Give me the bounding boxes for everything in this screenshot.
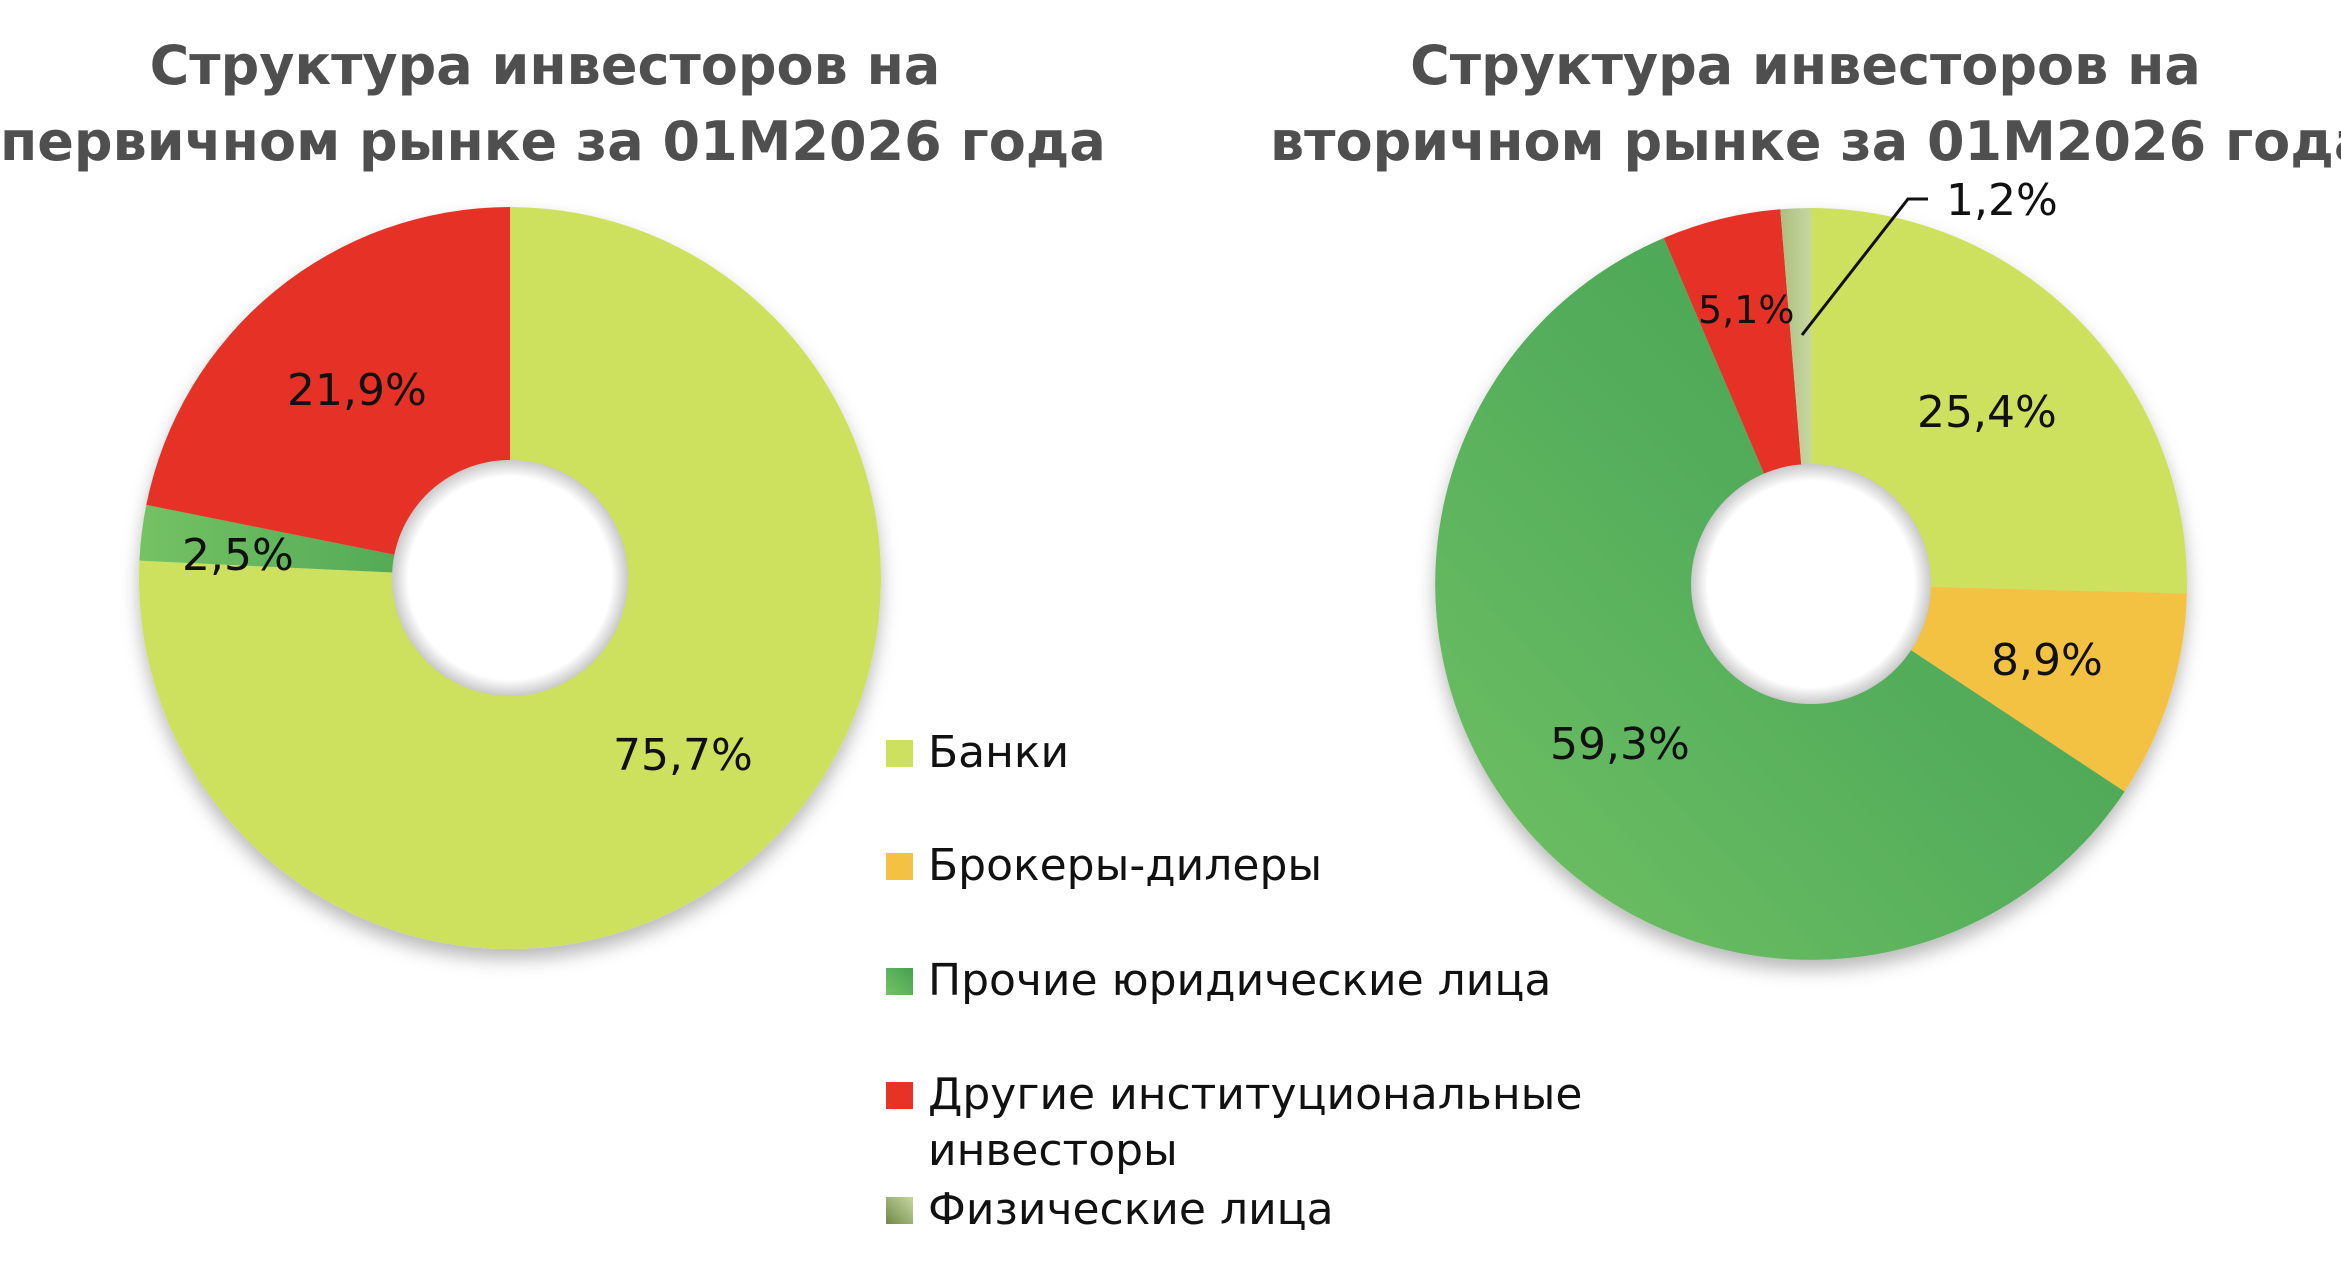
right-label-banks: 25,4% xyxy=(1917,387,2057,438)
left-title-line-2: первичном рынке за 01М2026 года xyxy=(0,110,1106,173)
legend-swatch-other-legal-icon xyxy=(886,968,913,995)
legend-swatch-brokers-icon xyxy=(886,853,913,880)
left-title-line-1: Структура инвесторов на xyxy=(149,34,941,97)
left-label-other-institutional: 21,9% xyxy=(287,365,427,416)
left-label-other-legal: 2,5% xyxy=(182,530,294,581)
legend-label-brokers: Брокеры-дилеры xyxy=(928,840,1323,891)
right-chart-title: Структура инвесторов на вторичном рынке … xyxy=(1270,28,2341,180)
legend-label-other-legal: Прочие юридические лица xyxy=(928,955,1552,1006)
right-slice-banks xyxy=(1811,208,2188,594)
legend-label-banks: Банки xyxy=(928,727,1070,778)
left-chart-title: Структура инвесторов на первичном рынке … xyxy=(0,28,1106,180)
legend-label-individuals: Физические лица xyxy=(928,1184,1334,1235)
right-title-line-1: Структура инвесторов на xyxy=(1410,34,2201,97)
right-label-individuals: 1,2% xyxy=(1946,175,2058,226)
left-label-banks: 75,7% xyxy=(613,730,753,781)
left-slice-other-institutional xyxy=(146,207,511,578)
legend-swatch-banks-icon xyxy=(886,740,913,767)
right-donut-hole xyxy=(1691,464,1931,704)
legend-swatch-individuals-icon xyxy=(886,1197,913,1224)
leader-line-individuals xyxy=(1800,197,1928,336)
right-label-other-legal: 59,3% xyxy=(1550,719,1690,770)
right-title-line-2: вторичном рынке за 01М2026 года xyxy=(1270,110,2341,173)
left-donut-hole xyxy=(392,460,628,696)
legend-label-other-institutional: Другие институциональные xyxy=(928,1069,1583,1120)
legend-label-other-institutional-line2: инвесторы xyxy=(928,1125,1178,1176)
right-label-brokers: 8,9% xyxy=(1991,635,2103,686)
right-label-other-institutional: 5,1% xyxy=(1698,288,1795,332)
legend-swatch-other-institutional-icon xyxy=(886,1082,913,1109)
